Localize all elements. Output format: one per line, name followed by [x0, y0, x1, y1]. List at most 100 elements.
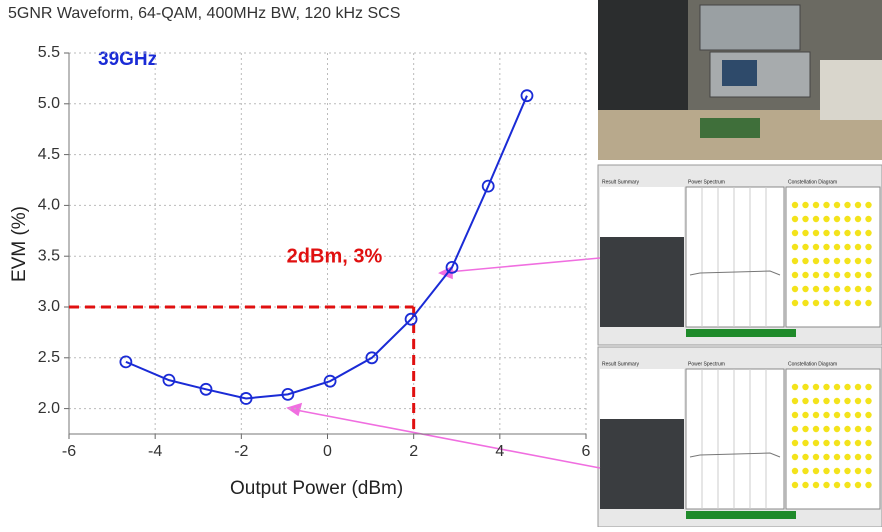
lab-photo	[598, 0, 882, 160]
constellation-dot	[854, 257, 862, 265]
constellation-dot	[823, 229, 830, 237]
data-point	[445, 260, 459, 274]
panel-title: Constellation Diagram	[788, 179, 837, 185]
constellation-dot	[844, 257, 851, 265]
panel-title: Result Summary	[602, 361, 639, 367]
constellation-dot	[812, 467, 820, 475]
constellation-dot	[844, 285, 851, 293]
constellation-dot	[854, 285, 862, 293]
constellation-dot	[844, 453, 851, 461]
constellation-dot	[865, 243, 872, 251]
constellation-panel	[785, 368, 881, 510]
y-axis-label: EVM (%)	[9, 206, 30, 282]
constellation-dot	[823, 285, 830, 293]
data-point	[323, 374, 337, 388]
x-tick-label: 4	[495, 443, 504, 460]
constellation-dot	[865, 411, 872, 419]
constellation-dot	[833, 243, 841, 251]
constellation-dot	[865, 215, 872, 223]
constellation-dot	[791, 299, 799, 307]
constellation-dot	[865, 299, 872, 307]
constellation-dot	[865, 467, 872, 475]
constellation-dot	[823, 425, 830, 433]
x-tick-label: 0	[323, 443, 332, 460]
result-table	[600, 187, 684, 237]
panel-title: Power Spectrum	[688, 361, 725, 367]
data-point	[365, 351, 379, 365]
data-point	[239, 392, 253, 405]
status-bar	[686, 511, 796, 519]
constellation-dot	[823, 397, 830, 405]
constellation-dot	[802, 383, 809, 391]
constellation-dot	[854, 383, 862, 391]
constellation-dot	[854, 425, 862, 433]
constellation-dot	[833, 285, 841, 293]
constellation-dot	[812, 299, 820, 307]
constellation-dot	[823, 243, 830, 251]
constellation-dot	[802, 453, 809, 461]
y-tick-label: 4.5	[38, 146, 60, 163]
constellation-dot	[854, 201, 862, 209]
constellation-dot	[812, 453, 820, 461]
status-bar	[686, 329, 796, 337]
constellation-dot	[812, 481, 820, 489]
constellation-dot	[854, 411, 862, 419]
constellation-dot	[844, 299, 851, 307]
spectrum-trace	[689, 452, 781, 458]
constellation-dot	[791, 201, 799, 209]
constellation-dot	[844, 201, 851, 209]
constellation-dot	[812, 439, 820, 447]
y-tick-label: 3.5	[38, 247, 60, 264]
constellation-dot	[854, 439, 862, 447]
constellation-dot	[844, 229, 851, 237]
data-point	[199, 382, 213, 396]
y-tick-label: 2.0	[38, 400, 60, 417]
annotation: 39GHz	[98, 49, 157, 70]
constellation-dot	[812, 215, 820, 223]
constellation-dot	[844, 481, 851, 489]
constellation-dot	[791, 383, 799, 391]
constellation-dot	[802, 243, 809, 251]
constellation-dot	[833, 453, 841, 461]
constellation-dot	[812, 257, 820, 265]
constellation-dot	[802, 397, 809, 405]
constellation-dot	[791, 243, 799, 251]
spectrum-trace	[689, 270, 781, 276]
constellation-dot	[833, 467, 841, 475]
constellation-dot	[833, 425, 841, 433]
constellation-dot	[865, 257, 872, 265]
constellation-dot	[865, 481, 872, 489]
constellation-dot	[844, 439, 851, 447]
constellation-dot	[833, 481, 841, 489]
constellation-dot	[865, 271, 872, 279]
constellation-dot	[844, 397, 851, 405]
constellation-dot	[865, 439, 872, 447]
constellation-dot	[823, 467, 830, 475]
constellation-dot	[833, 383, 841, 391]
data-point	[404, 312, 418, 326]
constellation-dot	[802, 299, 809, 307]
constellation-dot	[802, 271, 809, 279]
constellation-dot	[865, 383, 872, 391]
constellation-dot	[802, 201, 809, 209]
constellation-dot	[833, 257, 841, 265]
constellation-dot	[854, 397, 862, 405]
panel-title: Result Summary	[602, 179, 639, 185]
constellation-dot	[844, 383, 851, 391]
constellation-dot	[791, 411, 799, 419]
constellation-dot	[823, 481, 830, 489]
x-tick-label: -6	[62, 443, 76, 460]
x-tick-label: -2	[234, 443, 248, 460]
constellation-dot	[791, 425, 799, 433]
data-point	[281, 387, 295, 401]
constellation-dot	[854, 215, 862, 223]
constellation-dot	[844, 243, 851, 251]
constellation-panel	[785, 186, 881, 328]
constellation-dot	[854, 243, 862, 251]
constellation-dot	[865, 397, 872, 405]
constellation-dot	[833, 439, 841, 447]
constellation-dot	[865, 201, 872, 209]
constellation-dot	[802, 481, 809, 489]
x-tick-label: -4	[148, 443, 162, 460]
y-tick-label: 3.0	[38, 298, 60, 315]
